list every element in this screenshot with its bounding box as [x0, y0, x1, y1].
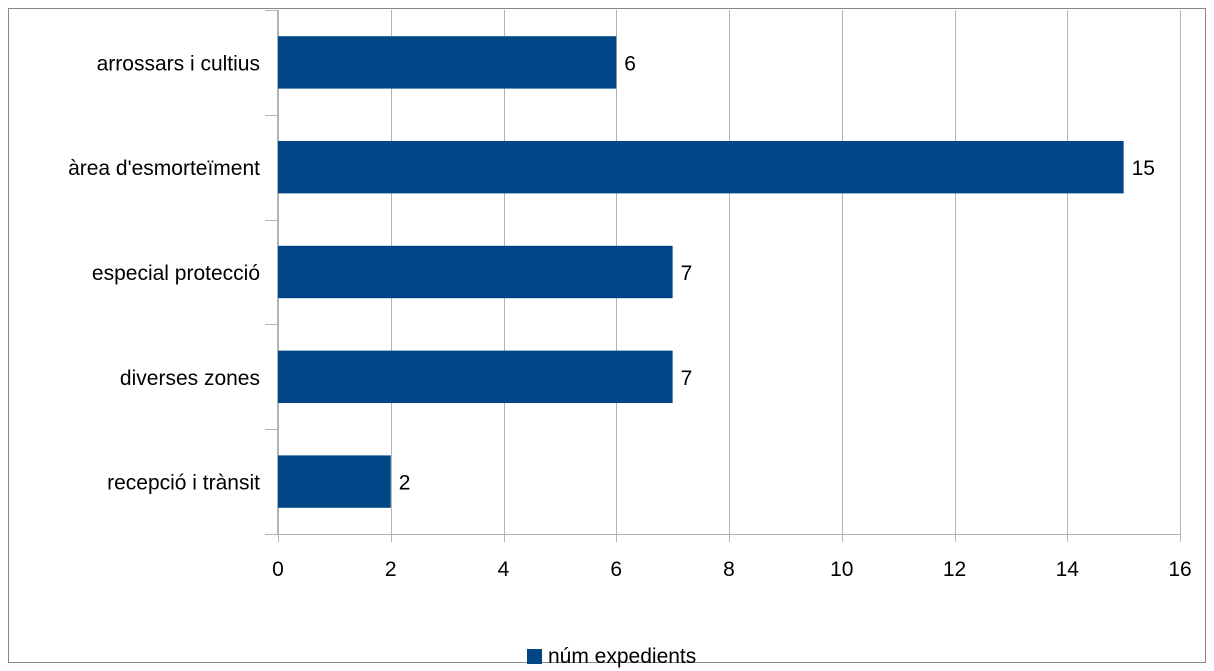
- legend-label: núm expedients: [548, 645, 696, 668]
- x-tick-label: 10: [830, 558, 853, 581]
- label-layer: 0 2 4 6 8 10 12 14 16 arrossars i cultius 6 àrea d'…: [68, 52, 1192, 581]
- data-label: 7: [681, 367, 693, 390]
- category-label: arrossars i cultius: [97, 52, 260, 75]
- data-label: 2: [399, 472, 411, 495]
- bar: [278, 455, 391, 508]
- axis-layer: [265, 10, 1181, 542]
- category-label: especial protecció: [92, 262, 260, 285]
- x-tick-label: 2: [385, 558, 397, 581]
- x-tick-label: 8: [723, 558, 735, 581]
- chart-border: [8, 8, 1206, 663]
- data-label: 15: [1132, 157, 1155, 180]
- data-label: 6: [624, 52, 636, 75]
- category-label: recepció i trànsit: [107, 472, 260, 495]
- x-tick-label: 6: [610, 558, 622, 581]
- bar: [278, 36, 617, 89]
- x-tick-label: 16: [1168, 558, 1191, 581]
- legend-swatch: [527, 649, 542, 664]
- grid-layer: [278, 10, 1181, 534]
- x-tick-label: 14: [1056, 558, 1080, 581]
- data-label: 7: [681, 262, 693, 285]
- bar: [278, 350, 673, 403]
- x-tick-label: 4: [498, 558, 510, 581]
- category-label: àrea d'esmorteïment: [68, 157, 260, 180]
- bar-layer: [278, 36, 1124, 508]
- legend: núm expedients: [527, 645, 696, 668]
- category-label: diverses zones: [120, 367, 260, 390]
- bar: [278, 141, 1124, 194]
- bar: [278, 245, 673, 299]
- x-tick-label: 0: [272, 558, 284, 581]
- x-tick-label: 12: [943, 558, 966, 581]
